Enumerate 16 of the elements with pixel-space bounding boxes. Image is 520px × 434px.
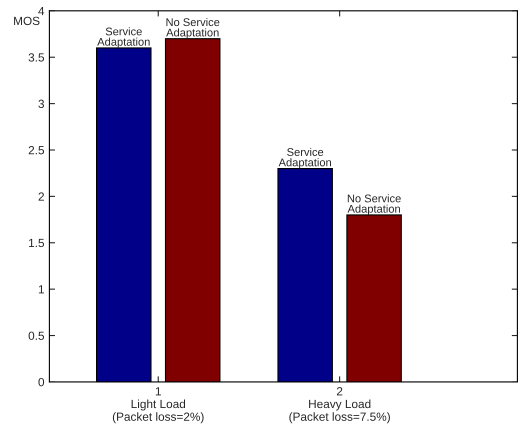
series-label: Service Adaptation [97, 27, 150, 48]
y-tick-label: 3.5 [28, 53, 44, 62]
y-tick-label: 1 [38, 285, 44, 294]
text: No Service Adaptation [348, 194, 401, 215]
text: Service Adaptation [278, 148, 332, 169]
y-tick-label: 2 [38, 192, 44, 201]
y-tick-label: 2.5 [28, 146, 44, 154]
y-tick-label: 1.5 [29, 238, 44, 248]
y-axis-title: MOS [14, 16, 40, 26]
y-tick-label: 0 [38, 378, 44, 386]
series-label: No Service Adaptation [166, 18, 220, 39]
y-tick-label: 0.5 [28, 332, 44, 340]
x-tick-label: 2 Heavy Load (Packet loss=7.5%) [289, 387, 390, 424]
y-tick-label: 4 [38, 7, 44, 16]
x-tick-label: 1 Light Load (Packet loss=2%) [112, 387, 204, 424]
y-tick-label: 3 [38, 100, 44, 108]
